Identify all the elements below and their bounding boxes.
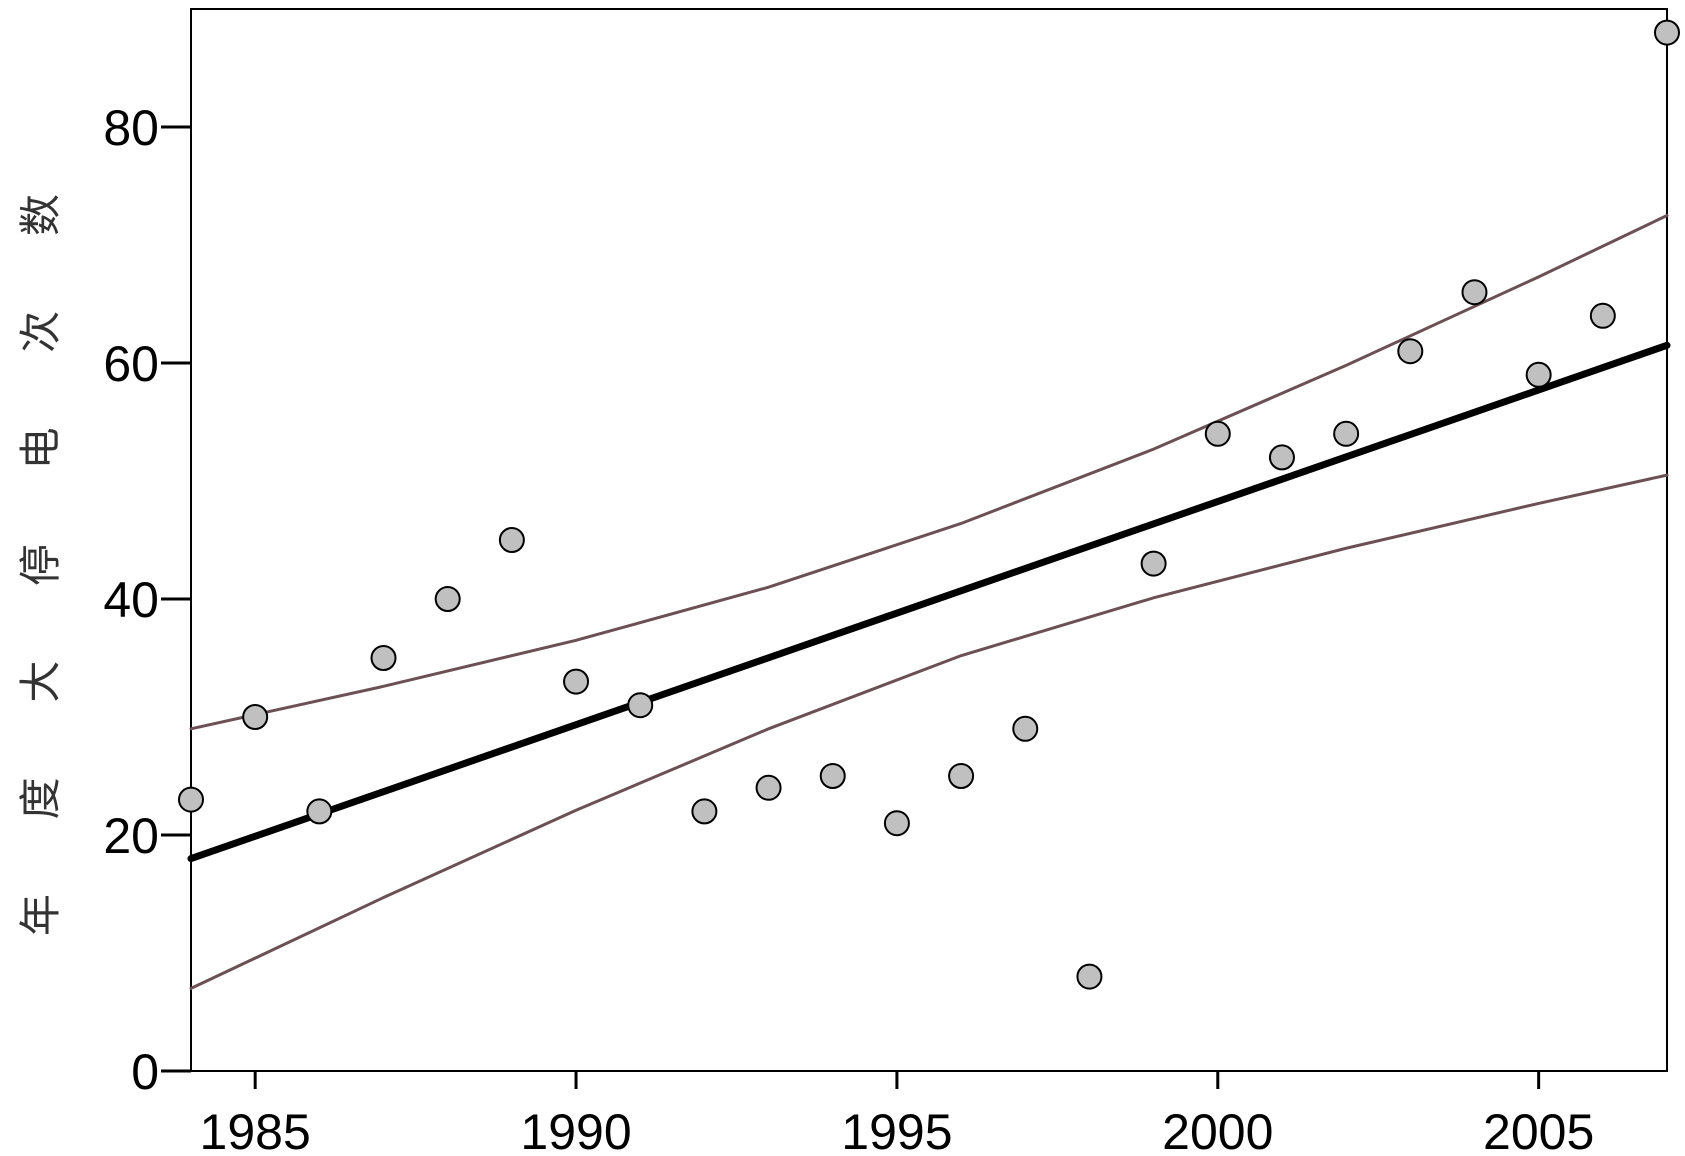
data-point: [1204, 420, 1231, 447]
y-axis-label: 年度大停电次数: [16, 194, 65, 936]
y-tick-label: 20: [103, 808, 159, 864]
x-tick-label: 2000: [1162, 1104, 1273, 1156]
data-point: [948, 763, 975, 789]
data-point: [434, 586, 461, 612]
plot-frame: [190, 8, 1668, 1072]
y-tick-label: 60: [103, 336, 159, 392]
x-tick-label: 1995: [841, 1104, 952, 1156]
x-tick-label: 1985: [200, 1104, 311, 1156]
data-point: [498, 527, 525, 553]
data-point: [306, 798, 333, 825]
x-tick-label: 2005: [1483, 1104, 1594, 1156]
data-point: [1525, 361, 1552, 388]
fit-line: [187, 341, 1671, 863]
confidence-band: [189, 214, 1669, 731]
data-point: [370, 645, 397, 671]
y-tick-label: 0: [131, 1044, 159, 1100]
x-tick-label: 1990: [520, 1104, 631, 1156]
data-point: [883, 810, 910, 837]
data-point: [691, 798, 718, 825]
data-point: [1268, 444, 1295, 471]
data-point: [819, 763, 846, 789]
y-tick-label: 80: [103, 100, 159, 156]
data-point: [242, 704, 269, 730]
data-point: [755, 774, 782, 801]
data-point: [1140, 550, 1167, 577]
data-point: [627, 692, 654, 719]
data-point: [1012, 715, 1039, 742]
confidence-band: [189, 473, 1669, 990]
data-point: [563, 668, 590, 695]
data-point: [1589, 302, 1616, 329]
data-point: [1076, 963, 1103, 990]
data-point: [1461, 279, 1488, 306]
data-point: [178, 786, 204, 813]
data-point: [1333, 420, 1360, 447]
y-tick-label: 40: [103, 572, 159, 628]
data-point: [1654, 19, 1680, 46]
data-point: [1397, 338, 1424, 365]
